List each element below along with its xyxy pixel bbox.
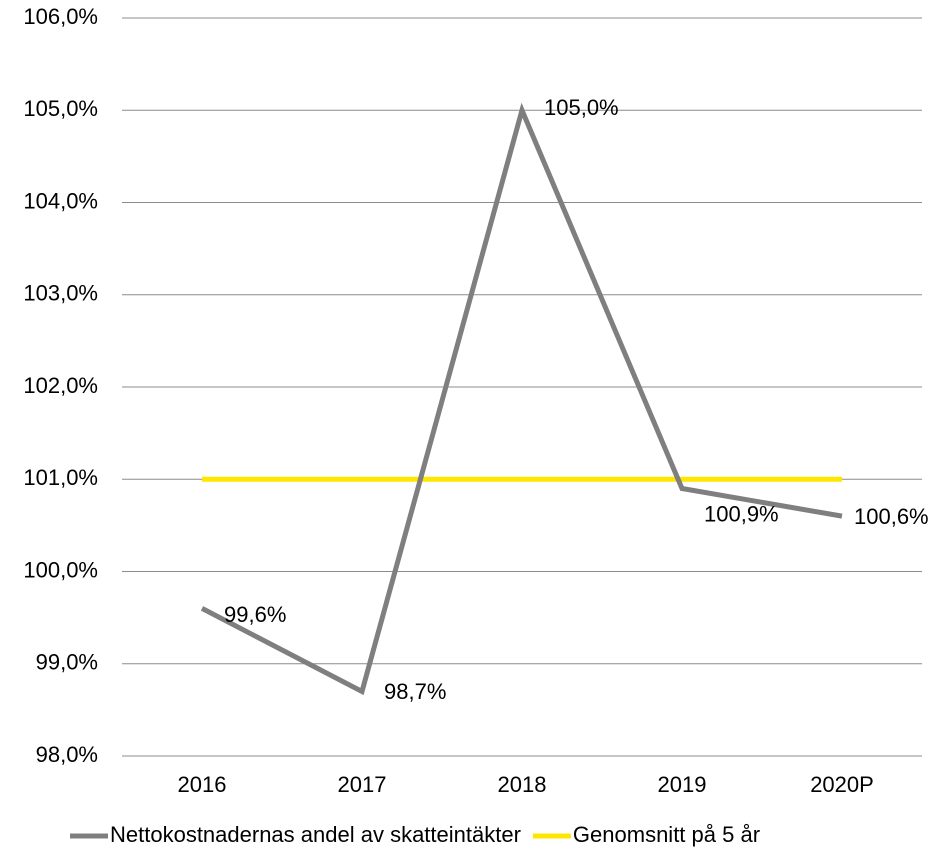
- y-tick-label: 106,0%: [23, 4, 98, 29]
- data-label: 100,6%: [854, 504, 929, 529]
- x-tick-label: 2016: [178, 772, 227, 797]
- data-label: 98,7%: [384, 679, 446, 704]
- y-tick-label: 103,0%: [23, 281, 98, 306]
- y-tick-label: 100,0%: [23, 557, 98, 582]
- y-tick-label: 105,0%: [23, 96, 98, 121]
- x-tick-label: 2018: [498, 772, 547, 797]
- data-label: 105,0%: [544, 95, 619, 120]
- y-tick-label: 101,0%: [23, 465, 98, 490]
- legend-label: Genomsnitt på 5 år: [573, 822, 760, 847]
- y-tick-label: 99,0%: [36, 650, 98, 675]
- y-tick-label: 102,0%: [23, 373, 98, 398]
- x-tick-label: 2020P: [810, 772, 874, 797]
- series-line: [200, 102, 843, 696]
- x-tick-label: 2017: [338, 772, 387, 797]
- legend-label: Nettokostnadernas andel av skatteintäkte…: [110, 822, 521, 847]
- y-tick-label: 98,0%: [36, 742, 98, 767]
- data-label: 99,6%: [224, 602, 286, 627]
- x-tick-label: 2019: [658, 772, 707, 797]
- y-tick-label: 104,0%: [23, 188, 98, 213]
- data-label: 100,9%: [704, 501, 779, 526]
